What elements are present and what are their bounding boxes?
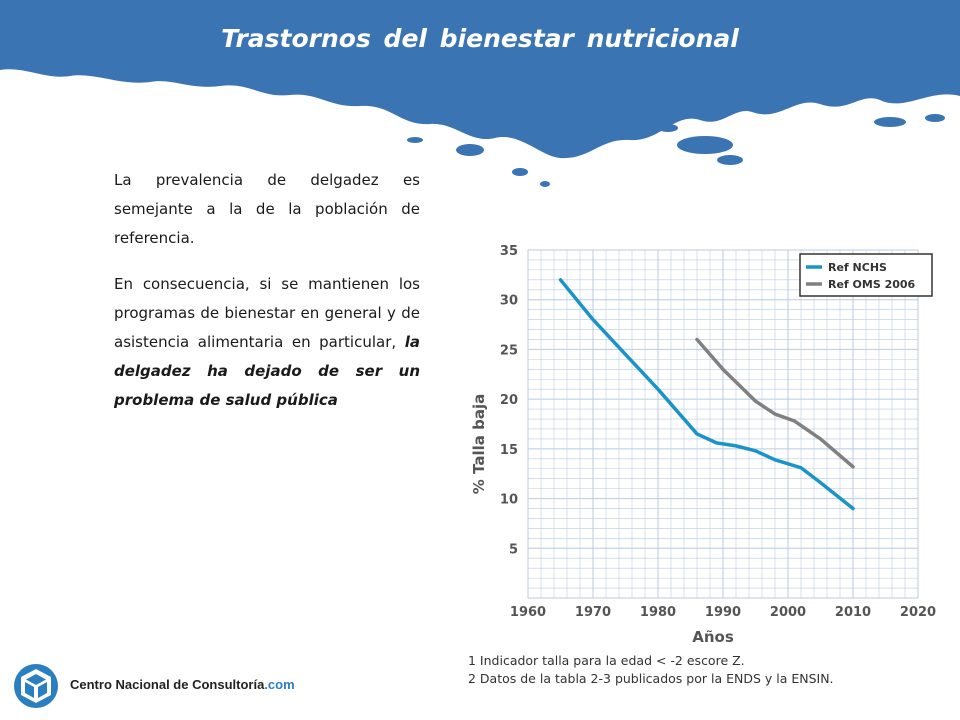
y-axis-label: % Talla baja	[470, 394, 488, 494]
brand-name-main: Centro Nacional de Consultoría	[70, 677, 265, 692]
paragraph-prevalence: La prevalencia de delgadez es semejante …	[114, 171, 420, 247]
brand-logo: Centro Nacional de Consultoría.com	[12, 660, 295, 712]
y-tick-label: 30	[500, 294, 518, 309]
x-tick-label: 2020	[900, 605, 936, 620]
slide-title: Trastornos del bienestar nutricional	[221, 24, 739, 53]
banner-splash	[407, 137, 423, 143]
banner-splash	[456, 144, 484, 156]
series	[558, 278, 855, 511]
axes: 5 10 15 20 25 30 35 1960 1970 1980 1990 2000 2010 202…	[470, 244, 936, 642]
x-tick-label: 2000	[770, 605, 806, 620]
series-line-nchs	[558, 278, 855, 511]
legend-label: Ref NCHS	[828, 261, 887, 274]
banner-splash	[540, 181, 550, 187]
banner-splash	[658, 124, 678, 132]
cube-logo-icon	[14, 664, 58, 708]
legend-label: Ref OMS 2006	[828, 278, 916, 291]
x-tick-label: 1960	[510, 605, 546, 620]
body-text: La prevalencia de delgadez es semejante …	[114, 166, 420, 415]
banner-splash	[677, 136, 733, 154]
y-tick-label: 15	[500, 443, 518, 458]
banner-splash	[874, 117, 906, 127]
paragraph-consequence-text: En consecuencia, si se mantienen los pro…	[114, 275, 420, 351]
series-line-oms	[695, 337, 855, 469]
title-banner	[0, 0, 960, 187]
footnote-1: 1 Indicador talla para la edad < -2 esco…	[468, 653, 745, 668]
y-tick-label: 5	[509, 542, 518, 557]
x-tick-label: 1990	[705, 605, 741, 620]
grid	[527, 249, 919, 599]
x-tick-label: 1970	[575, 605, 611, 620]
stunting-chart: 5 10 15 20 25 30 35 1960 1970 1980 1990 2000 2010 202…	[470, 244, 936, 642]
x-tick-label: 2010	[835, 605, 871, 620]
y-tick-label: 25	[500, 343, 518, 358]
banner-splash	[512, 168, 528, 176]
banner-shape	[0, 0, 960, 159]
y-tick-label: 20	[500, 393, 518, 408]
paragraph-consequence: En consecuencia, si se mantienen los pro…	[114, 270, 420, 415]
banner-splash	[717, 155, 743, 165]
paragraph-consequence-emphasis: la delgadez ha dejado de ser un problema…	[114, 333, 420, 409]
x-tick-label: 1980	[640, 605, 676, 620]
footnotes: 1 Indicador talla para la edad < -2 esco…	[468, 652, 938, 688]
footnote-2: 2 Datos de la tabla 2-3 publicados por l…	[468, 671, 834, 686]
y-tick-label: 10	[500, 493, 518, 508]
legend-box	[799, 253, 933, 297]
brand-name-domain: .com	[264, 677, 295, 692]
legend: Ref NCHS Ref OMS 2006	[799, 253, 933, 297]
brand-name: Centro Nacional de Consultoría.com	[70, 677, 295, 692]
banner-splash	[925, 114, 945, 122]
y-tick-label: 35	[500, 244, 518, 259]
x-axis-label: Años	[692, 628, 734, 642]
